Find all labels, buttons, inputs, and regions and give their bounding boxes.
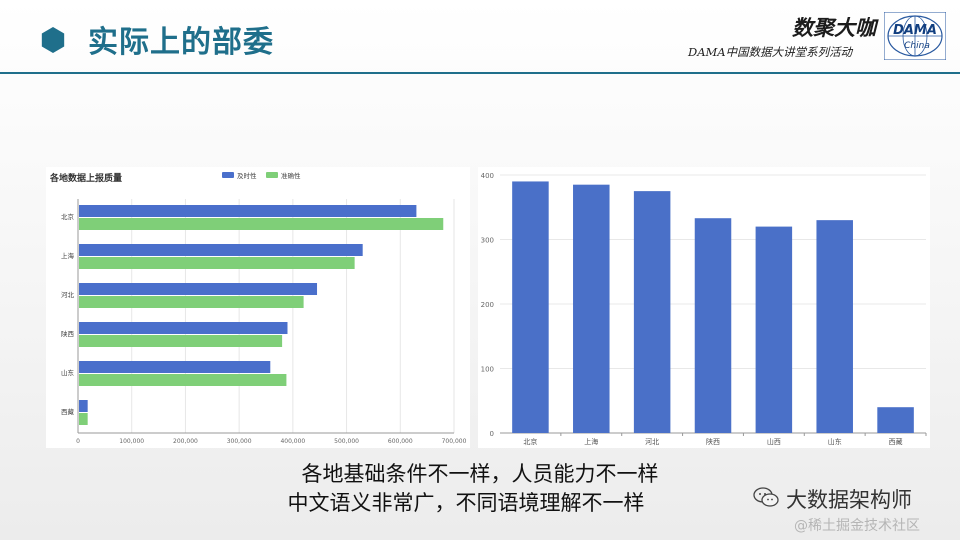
chart2-bar — [877, 407, 914, 433]
chart1-bar-series-2 — [79, 257, 355, 269]
chart1-x-tick-label: 600,000 — [388, 438, 413, 445]
chart1-category-label: 河北 — [61, 291, 75, 299]
chart1-x-tick-label: 300,000 — [227, 438, 252, 445]
chart2-bar — [694, 218, 732, 433]
dama-logo-subtext: China — [904, 41, 930, 51]
chart1-category-label: 山东 — [61, 368, 75, 377]
chart1-x-tick-label: 0 — [76, 438, 80, 445]
page-title: 实际上的部委 — [88, 25, 274, 60]
legend-label-1: 及时性 — [237, 171, 257, 180]
header-divider — [0, 72, 960, 74]
chart1-category-label: 陕西 — [61, 329, 75, 338]
chart2-bar — [816, 220, 853, 433]
chart2-category-label: 西藏 — [889, 437, 903, 446]
wechat-icon — [753, 487, 779, 507]
chart1-bar-series-1 — [79, 283, 318, 295]
chart2-y-tick-label: 400 — [481, 172, 494, 180]
chart1-bar-series-2 — [79, 335, 283, 347]
chart1-category-label: 上海 — [61, 251, 75, 260]
chart1-bar-series-2 — [79, 218, 444, 230]
chart-report-quality-panel: 各地数据上报质量 及时性 准确性 0 100,000 200,000 300,000 400,… — [46, 167, 470, 448]
chart-region-bars: 0 100 200 300 400 北京 上海 河北 陕西 山西 山东 西藏 — [481, 172, 927, 446]
chart1-x-tick-label: 400,000 — [280, 438, 305, 445]
dama-logo: DAMA China — [884, 12, 946, 60]
chart1-bar-series-1 — [79, 322, 288, 334]
chart-report-quality: 各地数据上报质量 及时性 准确性 0 100,000 200,000 300,000 400,… — [49, 171, 467, 445]
brand-subtitle: DAMA中国数据大讲堂系列活动 — [688, 45, 853, 59]
chart1-category-label: 西藏 — [61, 407, 75, 416]
dama-logo-text: DAMA — [893, 23, 937, 38]
chart-region-bars-panel: 0 100 200 300 400 北京 上海 河北 陕西 山西 山东 西藏 — [478, 167, 930, 448]
chart2-bar — [573, 184, 610, 433]
chart1-bar-series-1 — [79, 400, 88, 412]
watermark-title: 大数据架构师 — [786, 488, 912, 512]
watermark-subtitle: @稀土掘金技术社区 — [794, 518, 920, 534]
chart2-bar — [633, 191, 671, 433]
chart1-x-tick-label: 100,000 — [119, 438, 144, 445]
legend-label-2: 准确性 — [281, 171, 301, 180]
chart1-bar-series-2 — [79, 413, 88, 425]
chart2-bar — [755, 226, 793, 433]
chart1-bar-series-1 — [79, 361, 271, 373]
caption-line-2: 中文语义非常广，不同语境理解不一样 — [287, 491, 645, 515]
chart2-category-label: 陕西 — [706, 437, 720, 446]
chart2-category-label: 河北 — [645, 438, 659, 446]
legend-swatch-2 — [266, 172, 278, 178]
chart2-y-tick-label: 100 — [481, 366, 494, 374]
chart2-category-label: 上海 — [584, 437, 598, 446]
chart1-bar-series-1 — [79, 244, 363, 256]
chart2-y-tick-label: 200 — [481, 301, 494, 309]
chart1-category-label: 北京 — [61, 212, 75, 221]
chart2-bar — [512, 181, 549, 433]
chart1-x-tick-label: 700,000 — [442, 438, 467, 445]
legend-swatch-1 — [222, 172, 234, 178]
chart1-title: 各地数据上报质量 — [49, 172, 122, 184]
chart2-y-tick-label: 0 — [490, 430, 494, 438]
chart2-category-label: 山东 — [828, 437, 842, 446]
chart1-bar-series-2 — [79, 296, 304, 308]
chart2-category-label: 北京 — [523, 437, 537, 446]
chart2-y-tick-label: 300 — [481, 237, 494, 245]
title-hexagon-icon — [41, 27, 65, 53]
brand-name: 数聚大咖 — [792, 16, 876, 40]
chart2-category-label: 山西 — [767, 437, 781, 446]
caption-line-1: 各地基础条件不一样，人员能力不一样 — [301, 462, 659, 486]
chart1-x-tick-label: 200,000 — [173, 438, 198, 445]
chart1-bar-series-2 — [79, 374, 287, 386]
chart1-x-tick-label: 500,000 — [334, 438, 359, 445]
chart1-bar-series-1 — [79, 205, 417, 217]
